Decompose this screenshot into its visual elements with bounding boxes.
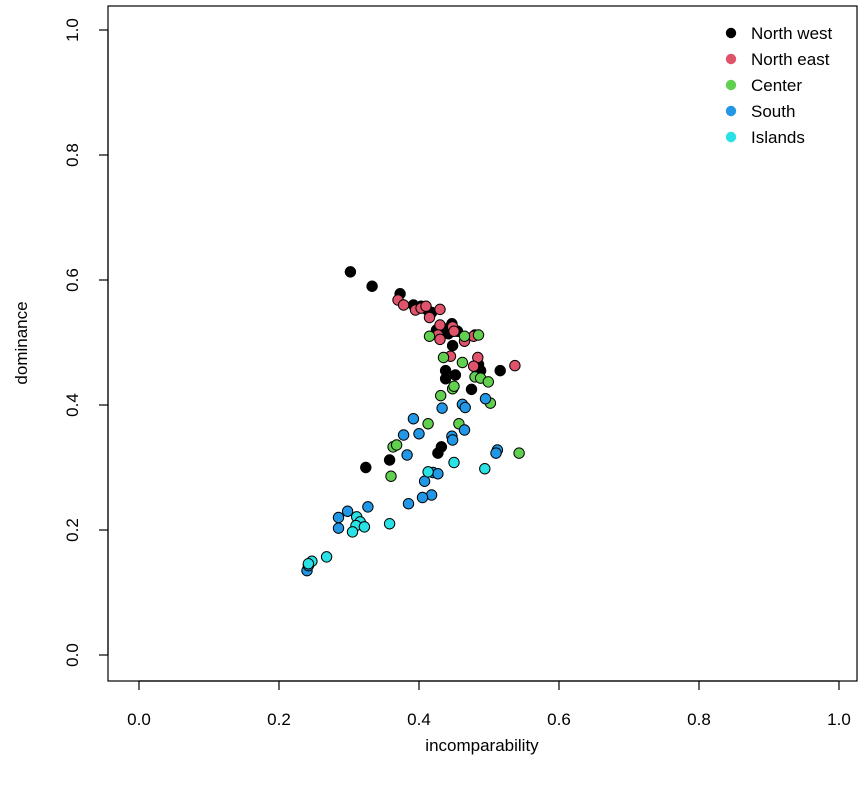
point-south bbox=[401, 449, 413, 461]
point-center bbox=[456, 356, 469, 369]
plot-frame bbox=[107, 5, 858, 682]
point-north-west bbox=[432, 447, 444, 459]
point-south bbox=[362, 501, 374, 513]
legend-marker-center bbox=[725, 79, 737, 91]
x-tick-label: 0.0 bbox=[127, 710, 151, 729]
point-north-east bbox=[397, 299, 410, 311]
point-north-east bbox=[420, 300, 432, 312]
x-tick-label: 0.2 bbox=[267, 710, 291, 729]
point-north-east bbox=[434, 319, 446, 331]
point-north-west bbox=[465, 383, 478, 396]
point-islands bbox=[448, 456, 460, 469]
point-north-east bbox=[467, 360, 480, 372]
y-axis: 0.0 0.2 0.4 0.6 0.8 1.0 bbox=[63, 18, 109, 667]
point-north-west bbox=[366, 280, 378, 292]
point-north-west bbox=[344, 266, 357, 278]
legend-label-islands: Islands bbox=[751, 128, 805, 147]
point-north-east bbox=[509, 359, 521, 372]
legend-label-center: Center bbox=[751, 76, 802, 95]
point-south bbox=[332, 522, 345, 534]
point-north-west bbox=[494, 364, 506, 377]
point-south bbox=[413, 428, 425, 440]
point-north-east bbox=[434, 303, 446, 316]
point-south bbox=[407, 413, 420, 425]
point-center bbox=[458, 330, 471, 342]
point-north-west bbox=[383, 454, 396, 466]
point-south bbox=[458, 424, 471, 436]
point-north-east bbox=[434, 333, 446, 346]
legend-marker-north-east bbox=[725, 53, 737, 65]
point-south bbox=[432, 468, 444, 480]
point-islands bbox=[479, 463, 491, 475]
point-center bbox=[482, 376, 494, 388]
legend-marker-north-west bbox=[725, 27, 737, 39]
point-south bbox=[416, 491, 429, 504]
y-tick-label: 0.0 bbox=[63, 643, 82, 667]
point-islands bbox=[346, 526, 359, 538]
y-tick-label: 0.8 bbox=[63, 143, 82, 167]
y-tick-label: 0.2 bbox=[63, 518, 82, 542]
legend: North west North east Center South Islands bbox=[725, 24, 833, 147]
point-south bbox=[479, 393, 492, 405]
point-south bbox=[397, 429, 410, 441]
legend-label-south: South bbox=[751, 102, 795, 121]
x-tick-label: 0.8 bbox=[687, 710, 711, 729]
point-islands bbox=[383, 518, 396, 530]
point-south bbox=[490, 447, 502, 459]
point-center bbox=[513, 447, 525, 459]
y-tick-label: 0.6 bbox=[63, 268, 82, 292]
point-islands bbox=[358, 521, 371, 533]
point-south bbox=[332, 511, 345, 524]
point-south bbox=[459, 401, 471, 414]
y-tick-label: 0.4 bbox=[63, 393, 82, 417]
point-center bbox=[423, 330, 436, 342]
point-islands bbox=[302, 558, 315, 570]
point-center bbox=[437, 351, 450, 364]
x-tick-label: 0.4 bbox=[407, 710, 431, 729]
legend-marker-islands bbox=[725, 131, 737, 143]
x-tick-label: 1.0 bbox=[827, 710, 851, 729]
x-axis: 0.0 0.2 0.4 0.6 0.8 1.0 bbox=[127, 680, 851, 729]
point-north-east bbox=[423, 311, 436, 324]
y-tick-label: 1.0 bbox=[63, 18, 82, 42]
legend-marker-south bbox=[725, 105, 737, 117]
point-south bbox=[436, 402, 448, 414]
point-center bbox=[472, 329, 485, 341]
point-islands bbox=[422, 466, 434, 478]
point-north-west bbox=[449, 369, 462, 381]
point-south bbox=[402, 498, 415, 510]
point-center bbox=[390, 439, 403, 451]
point-center bbox=[422, 418, 434, 430]
point-center bbox=[435, 389, 447, 402]
point-north-west bbox=[446, 339, 459, 352]
data-points bbox=[301, 266, 525, 577]
point-center bbox=[385, 470, 397, 482]
legend-label-north-east: North east bbox=[751, 50, 830, 69]
point-center bbox=[448, 380, 460, 392]
point-south bbox=[418, 475, 431, 487]
point-north-west bbox=[360, 461, 372, 474]
legend-label-north-west: North west bbox=[751, 24, 833, 43]
point-north-east bbox=[448, 325, 460, 337]
x-axis-label: incomparability bbox=[425, 736, 539, 755]
point-north-west bbox=[439, 373, 452, 385]
y-axis-label: dominance bbox=[12, 301, 31, 384]
point-south bbox=[341, 505, 354, 517]
point-islands bbox=[320, 551, 333, 563]
point-south bbox=[446, 434, 459, 446]
x-tick-label: 0.6 bbox=[547, 710, 571, 729]
